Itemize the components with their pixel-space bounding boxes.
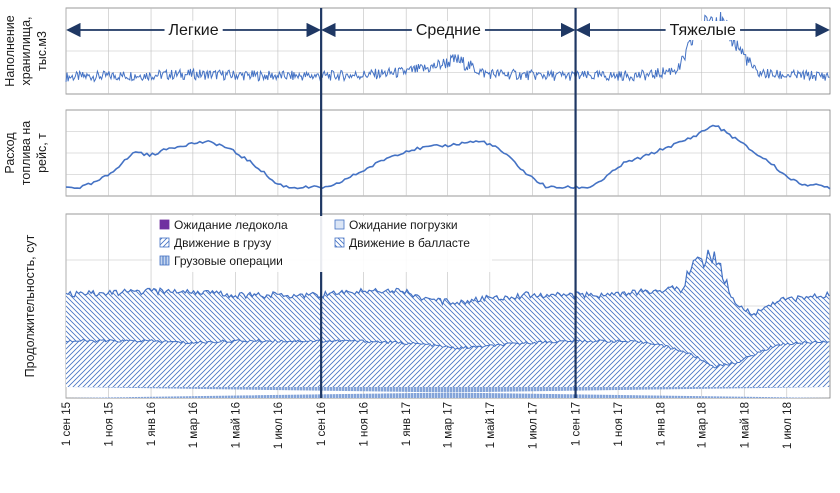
x-tick-label: 1 янв 18 bbox=[656, 402, 668, 446]
legend-label: Ожидание ледокола bbox=[174, 218, 288, 232]
period-labels: Легкие Средние Тяжелые bbox=[66, 21, 830, 40]
ylabel-line: Расход bbox=[3, 132, 17, 174]
period-label-backdrop bbox=[411, 21, 485, 40]
legend-swatch bbox=[159, 255, 170, 266]
x-tick-label: 1 мар 16 bbox=[188, 402, 200, 448]
legend-label: Движение в балласте bbox=[349, 236, 470, 250]
x-tick-label: 1 янв 17 bbox=[401, 402, 413, 446]
x-tick-label: 1 ноя 15 bbox=[104, 402, 116, 447]
ylabel-line: топлива на bbox=[19, 121, 33, 185]
y-axis-labels: Наполнение хранилища, тыс.м3 Расход топлива … bbox=[3, 15, 49, 377]
legend: Ожидание ледокола Ожидание погрузки Движен… bbox=[152, 216, 492, 272]
x-tick-labels: 1 сен 15 1 ноя 15 1 янв 16 1 мар 16 1 май 16… bbox=[61, 402, 794, 449]
legend-item: Грузовые операции bbox=[159, 254, 283, 268]
legend-item: Ожидание ледокола bbox=[159, 218, 288, 232]
legend-swatch bbox=[159, 237, 170, 248]
x-tick-label: 1 сен 16 bbox=[316, 402, 328, 446]
x-tick-label: 1 май 18 bbox=[739, 402, 751, 448]
legend-label: Движение в грузу bbox=[174, 236, 271, 250]
legend-swatch bbox=[159, 219, 170, 230]
ylabel-line: тыс.м3 bbox=[35, 31, 49, 71]
x-tick-label: 1 июл 18 bbox=[782, 402, 794, 449]
period-2: Средние bbox=[321, 21, 576, 40]
legend-swatch bbox=[334, 219, 345, 230]
period-3: Тяжелые bbox=[575, 21, 830, 40]
legend-item: Движение в балласте bbox=[334, 236, 470, 250]
ylabel-panel-3: Продолжительность, сут bbox=[23, 234, 37, 377]
period-label: Тяжелые bbox=[670, 22, 736, 39]
legend-label: Ожидание погрузки bbox=[349, 218, 458, 232]
x-tick-label: 1 мар 18 bbox=[697, 402, 709, 448]
x-tick-label: 1 сен 17 bbox=[571, 402, 583, 446]
ballast-top-line bbox=[65, 249, 830, 316]
x-tick-label: 1 мар 17 bbox=[442, 402, 454, 448]
ylabel-line: хранилища, bbox=[19, 16, 33, 85]
area-ballast-motion bbox=[66, 249, 830, 368]
area-cargo-operations bbox=[66, 387, 830, 398]
loaded-top-line bbox=[65, 338, 830, 369]
data-layer bbox=[65, 11, 831, 398]
legend-background bbox=[152, 216, 492, 272]
x-tick-label: 1 сен 15 bbox=[61, 402, 73, 446]
period-dividers bbox=[320, 8, 577, 398]
ylabel-line: Наполнение bbox=[3, 15, 17, 86]
x-tick-label: 1 май 16 bbox=[230, 402, 242, 448]
fuel-series-line bbox=[65, 124, 831, 190]
period-label-backdrop bbox=[665, 21, 741, 40]
ylabel-panel-1: Наполнение хранилища, тыс.м3 bbox=[3, 15, 49, 86]
legend-item: Ожидание погрузки bbox=[334, 218, 458, 232]
x-tick-label: 1 ноя 17 bbox=[613, 402, 625, 447]
period-label: Средние bbox=[416, 22, 481, 39]
x-tick-label: 1 май 17 bbox=[485, 402, 497, 448]
period-label: Легкие bbox=[169, 22, 219, 39]
x-tick-label: 1 июл 16 bbox=[273, 402, 285, 449]
area-loaded-motion bbox=[66, 339, 830, 387]
legend-label: Грузовые операции bbox=[174, 254, 283, 268]
ylabel-panel-2: Расход топлива на рейс, т bbox=[3, 121, 49, 185]
ylabel-line: рейс, т bbox=[35, 133, 49, 173]
x-tick-label: 1 ноя 16 bbox=[359, 402, 371, 447]
period-1: Легкие bbox=[66, 21, 321, 40]
x-tick-label: 1 янв 16 bbox=[146, 402, 158, 446]
legend-item: Движение в грузу bbox=[159, 236, 271, 250]
period-label-backdrop bbox=[164, 21, 223, 40]
legend-swatch bbox=[334, 237, 345, 248]
x-tick-label: 1 июл 17 bbox=[527, 402, 539, 449]
